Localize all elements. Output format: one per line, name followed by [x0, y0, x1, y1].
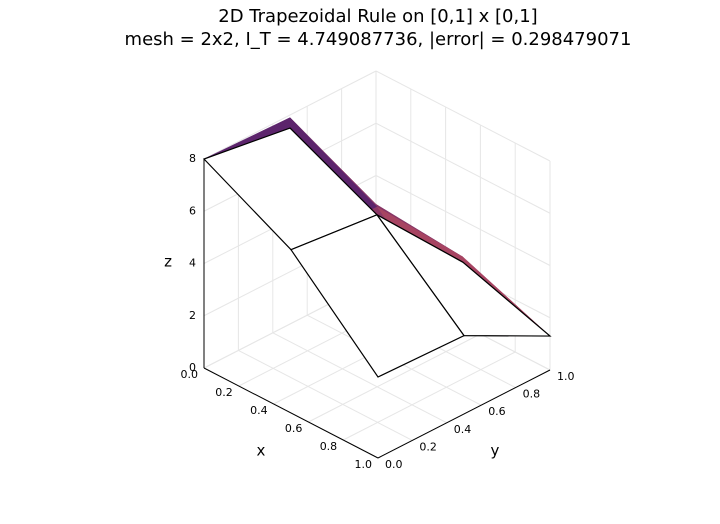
- grid-line: [375, 175, 551, 266]
- grid-line: [308, 333, 481, 423]
- x-tick-label: 1.0: [355, 458, 373, 471]
- z-axis-label: z: [164, 253, 172, 271]
- grid-line: [203, 70, 377, 160]
- x-axis-label: x: [257, 442, 266, 460]
- grid-line: [272, 332, 448, 424]
- grid-line: [375, 122, 551, 214]
- chart-title: 2D Trapezoidal Rule on [0,1] x [0,1]: [218, 6, 537, 27]
- grid-line: [238, 349, 413, 441]
- y-axis-label: y: [491, 442, 500, 460]
- y-tick-label: 1.0: [557, 370, 575, 383]
- z-tick-label: 2: [189, 309, 196, 322]
- grid-line: [342, 351, 516, 441]
- y-axis: [377, 369, 551, 459]
- y-tick-label: 0.2: [419, 440, 437, 453]
- grid-line: [375, 70, 551, 162]
- x-axis: [203, 367, 379, 459]
- x-tick-label: 0.2: [215, 386, 233, 399]
- y-tick-label: 0.0: [385, 458, 403, 471]
- z-tick-label: 0: [189, 361, 196, 374]
- x-tick-label: 0.0: [181, 368, 199, 381]
- chart-subtitle: mesh = 2x2, I_T = 4.749087736, |error| =…: [125, 29, 632, 50]
- y-tick-label: 0.4: [454, 423, 472, 436]
- x-tick-label: 0.4: [250, 404, 268, 417]
- y-tick-label: 0.8: [523, 388, 541, 401]
- y-tick-label: 0.6: [488, 405, 506, 418]
- z-tick-label: 6: [189, 204, 196, 217]
- x-tick-label: 0.8: [320, 440, 338, 453]
- z-tick-label: 8: [189, 152, 196, 165]
- x-tick-label: 0.6: [285, 422, 303, 435]
- z-tick-label: 4: [189, 257, 196, 270]
- trapezoid-panel: [290, 214, 465, 378]
